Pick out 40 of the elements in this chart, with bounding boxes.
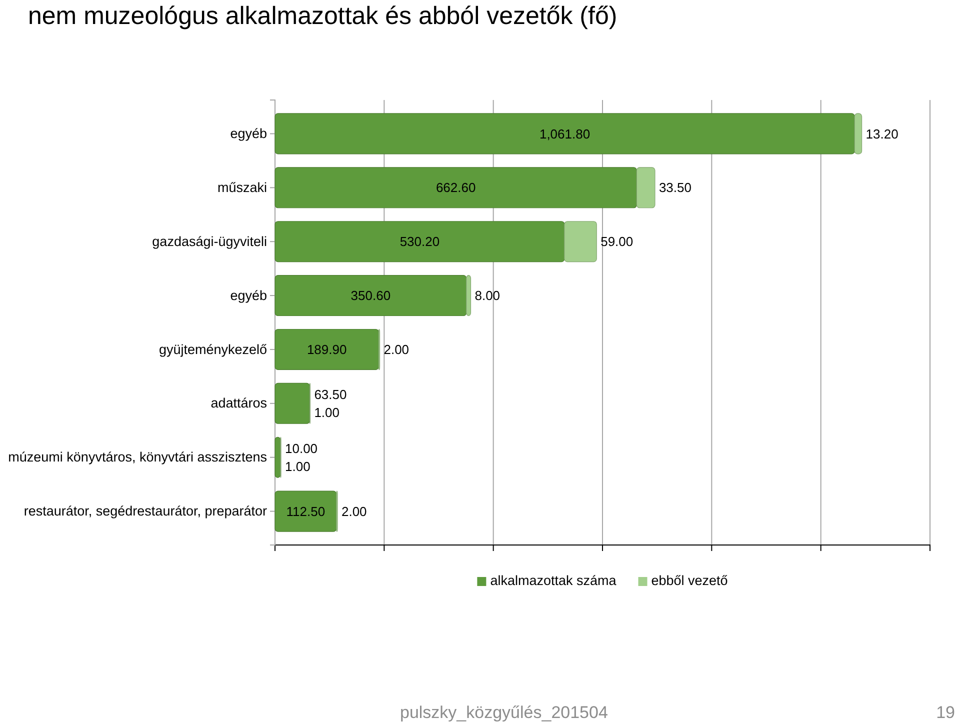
data-label: 1.00 <box>285 458 310 474</box>
bar <box>274 275 467 316</box>
data-label: 10.00 <box>285 440 318 456</box>
y-tick-label: gyüjteménykezelő <box>158 342 267 357</box>
data-label: 63.50 <box>314 386 347 402</box>
data-label: 33.50 <box>658 180 692 196</box>
y-tick-label: műszaki <box>217 180 267 195</box>
y-tick-label: adattáros <box>210 396 268 411</box>
data-label: 59.00 <box>600 234 634 250</box>
bar <box>274 221 565 262</box>
bar <box>274 167 637 208</box>
data-label: 2.00 <box>342 504 367 519</box>
data-label: 662.60 <box>436 180 476 196</box>
bar <box>274 382 310 424</box>
y-tick-label: restaurátor, segédrestaurátor, preparátor <box>24 504 268 519</box>
bar <box>564 221 597 262</box>
text: pulszky_közgyűlés_201504 <box>400 703 608 722</box>
text: 19 <box>936 703 955 722</box>
bar <box>466 275 472 316</box>
legend-label: alkalmazottak száma <box>490 573 617 588</box>
y-tick-label: egyéb <box>230 288 267 303</box>
y-tick-label: múzeumi könyvtáros, könyvtári asszisztens <box>8 450 268 465</box>
legend-label: ebből vezető <box>651 573 728 588</box>
data-label: 350.60 <box>350 288 391 304</box>
data-label: 189.90 <box>306 342 347 358</box>
chart-title: nem muzeológus alkalmazottak és abból vezetők (fő) <box>28 2 618 30</box>
bar <box>854 113 862 154</box>
data-label: 1.00 <box>314 404 340 420</box>
y-tick-label: egyéb <box>230 126 267 142</box>
data-label: 8.00 <box>474 288 500 304</box>
y-tick-label: gazdasági-ügyviteli <box>152 234 267 249</box>
data-label: 112.50 <box>286 504 326 519</box>
bar <box>636 167 656 208</box>
data-label: 13.20 <box>866 126 898 142</box>
bar <box>274 328 379 370</box>
data-label: 530.20 <box>400 234 440 250</box>
data-label: 2.00 <box>384 342 410 358</box>
bar <box>274 490 337 532</box>
data-label: 1,061.80 <box>539 126 590 142</box>
bar <box>274 113 855 154</box>
